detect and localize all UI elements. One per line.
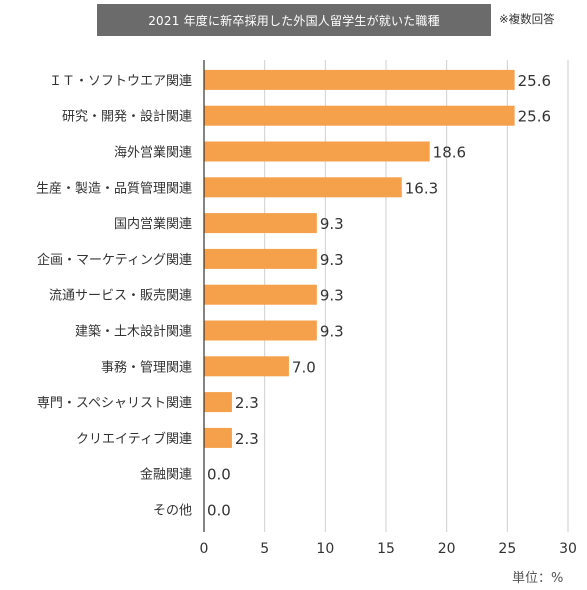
x-tick-label: 15 bbox=[377, 541, 395, 557]
x-tick-label: 5 bbox=[260, 541, 269, 557]
data-label: 9.3 bbox=[320, 323, 344, 341]
category-label: 事務・管理関連 bbox=[101, 360, 192, 375]
category-label: 企画・マーケティング関連 bbox=[37, 252, 192, 268]
bar bbox=[204, 392, 232, 413]
unit-label: 単位：% bbox=[512, 571, 564, 586]
category-label: クリエイティブ関連 bbox=[76, 431, 192, 447]
data-label: 18.6 bbox=[433, 144, 466, 162]
category-label: 金融関連 bbox=[140, 467, 192, 483]
category-label: 海外営業関連 bbox=[114, 145, 192, 161]
data-label: 9.3 bbox=[320, 251, 344, 269]
x-tick-label: 0 bbox=[200, 541, 209, 557]
data-label: 0.0 bbox=[207, 502, 231, 520]
bar bbox=[204, 105, 515, 126]
data-label: 25.6 bbox=[518, 72, 551, 90]
category-label: ＩＴ・ソフトウエア関連 bbox=[49, 74, 192, 89]
bar bbox=[204, 356, 289, 377]
category-label: その他 bbox=[153, 504, 192, 519]
bar bbox=[204, 141, 430, 162]
category-label: 生産・製造・品質管理関連 bbox=[36, 180, 192, 196]
data-label: 2.3 bbox=[235, 430, 259, 448]
bar bbox=[204, 284, 317, 305]
data-label: 25.6 bbox=[518, 108, 551, 126]
bar bbox=[204, 177, 402, 198]
bar bbox=[204, 69, 515, 90]
bar bbox=[204, 213, 317, 234]
x-tick-label: 30 bbox=[559, 541, 577, 557]
data-label: 16.3 bbox=[405, 179, 438, 197]
data-label: 7.0 bbox=[292, 358, 316, 376]
x-tick-label: 20 bbox=[438, 541, 456, 557]
bar bbox=[204, 248, 317, 269]
category-label: 専門・スペシャリスト関連 bbox=[37, 396, 192, 411]
data-label: 2.3 bbox=[235, 394, 259, 412]
x-tick-label: 25 bbox=[498, 541, 516, 557]
category-label: 国内営業関連 bbox=[114, 216, 192, 232]
bar bbox=[204, 320, 317, 341]
data-label: 9.3 bbox=[320, 287, 344, 305]
bar bbox=[204, 427, 232, 448]
data-label: 9.3 bbox=[320, 215, 344, 233]
data-label: 0.0 bbox=[207, 466, 231, 484]
category-label: 研究・開発・設計関連 bbox=[62, 109, 192, 125]
chart-title: 2021 年度に新卒採用した外国人留学生が就いた職種 bbox=[97, 4, 491, 36]
category-label: 流通サービス・販売関連 bbox=[49, 288, 192, 304]
x-tick-label: 10 bbox=[316, 541, 334, 557]
multiple-answer-note: ※複数回答 bbox=[499, 12, 555, 26]
category-label: 建築・土木設計関連 bbox=[75, 324, 192, 340]
